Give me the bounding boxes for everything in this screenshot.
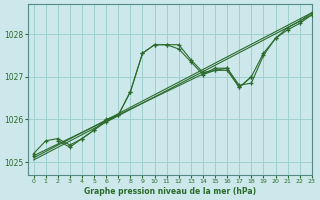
X-axis label: Graphe pression niveau de la mer (hPa): Graphe pression niveau de la mer (hPa) bbox=[84, 187, 256, 196]
